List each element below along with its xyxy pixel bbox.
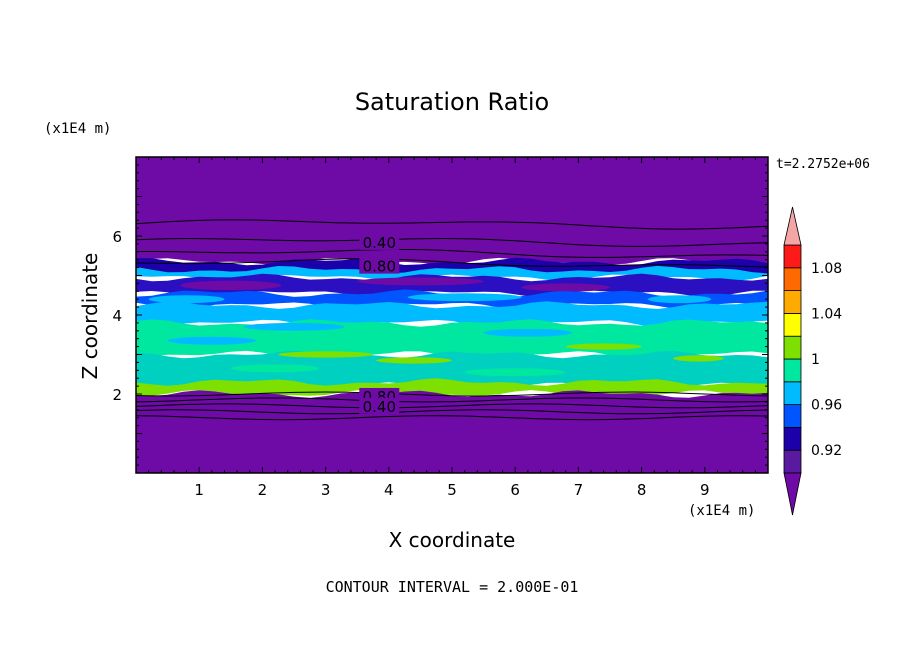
- time-label: t=2.2752e+06: [776, 157, 870, 172]
- y-tick-label: 6: [112, 228, 122, 246]
- colorbar-segment-6: [783, 312, 802, 337]
- contour-label-1: 0.80: [363, 258, 396, 276]
- colorbar-segment-1: [783, 426, 802, 451]
- field-band-0: [136, 157, 768, 265]
- contour-line-2: [136, 249, 768, 258]
- colorbar-under-arrow: [783, 472, 802, 516]
- x-tick-label: 8: [637, 481, 647, 499]
- x-tick-label: 6: [510, 481, 520, 499]
- x-tick-label: 7: [574, 481, 584, 499]
- field-streak-8: [167, 336, 257, 345]
- field-streak-0: [180, 280, 282, 291]
- x-tick-label: 5: [447, 481, 457, 499]
- field-band-3: [136, 273, 768, 298]
- colorbar-segment-2: [783, 404, 802, 428]
- contour-line-8: [136, 415, 768, 421]
- field-streak-14: [464, 368, 566, 377]
- field-streak-6: [243, 322, 345, 331]
- x-tick-label: 1: [194, 481, 204, 499]
- field-band-7: [136, 350, 768, 390]
- contour-line-4: [136, 391, 768, 397]
- chart-title: Saturation Ratio: [354, 88, 550, 116]
- colorbar-segment-4: [783, 358, 802, 383]
- x-tick-label: 9: [700, 481, 710, 499]
- contour-line-7: [136, 409, 768, 415]
- field-band-5: [136, 301, 768, 327]
- y-axis-unit: (x1E4 m): [44, 121, 112, 137]
- colorbar-label: 1.08: [811, 261, 842, 277]
- y-tick-label: 2: [112, 386, 122, 404]
- field-streak-3: [148, 295, 225, 304]
- field-streak-12: [673, 355, 724, 362]
- contour-interval-label: CONTOUR INTERVAL = 2.000E-01: [325, 578, 579, 596]
- colorbar-segment-3: [783, 381, 802, 405]
- x-axis-label: X coordinate: [388, 528, 516, 552]
- colorbar-segment-8: [783, 267, 802, 291]
- colorbar-label: 1.04: [811, 306, 842, 322]
- field-streak-13: [230, 364, 320, 373]
- field-streak-2: [521, 283, 610, 292]
- field-streak-9: [278, 351, 373, 358]
- field-band-2: [136, 265, 768, 282]
- colorbar-label: 0.92: [811, 443, 842, 459]
- contour-line-3: [136, 258, 768, 268]
- x-axis-unit: (x1E4 m): [688, 503, 756, 519]
- field-streak-5: [647, 295, 712, 304]
- x-tick-label: 2: [258, 481, 268, 499]
- colorbar-over-arrow: [783, 206, 802, 246]
- field-streak-10: [565, 343, 642, 350]
- plot-field: [136, 157, 768, 473]
- colorbar-label: 0.96: [811, 398, 842, 414]
- colorbar-segment-0: [783, 449, 802, 474]
- field-band-9: [136, 390, 768, 473]
- field-streak-4: [407, 293, 522, 302]
- contour-line-1: [136, 237, 768, 247]
- contour-label-bg-0: [359, 233, 400, 250]
- contour-label-bg-1: [359, 257, 400, 274]
- colorbar-segment-5: [783, 335, 802, 360]
- contour-line-5: [136, 397, 768, 403]
- x-tick-label: 4: [384, 481, 394, 499]
- contour-line-0: [136, 219, 768, 230]
- contour-label-0: 0.40: [363, 234, 396, 252]
- colorbar-label: 1: [811, 352, 820, 368]
- field-streak-11: [376, 357, 452, 364]
- contour-line-6: [136, 403, 768, 409]
- field-streak-1: [357, 277, 484, 286]
- field-streak-7: [483, 328, 573, 337]
- x-tick-label: 3: [321, 481, 331, 499]
- y-tick-label: 4: [112, 307, 122, 325]
- colorbar-segment-9: [783, 244, 802, 269]
- contour-label-3: 0.40: [363, 398, 396, 416]
- colorbar-segment-7: [783, 290, 802, 314]
- contour-label-bg-3: [359, 397, 400, 414]
